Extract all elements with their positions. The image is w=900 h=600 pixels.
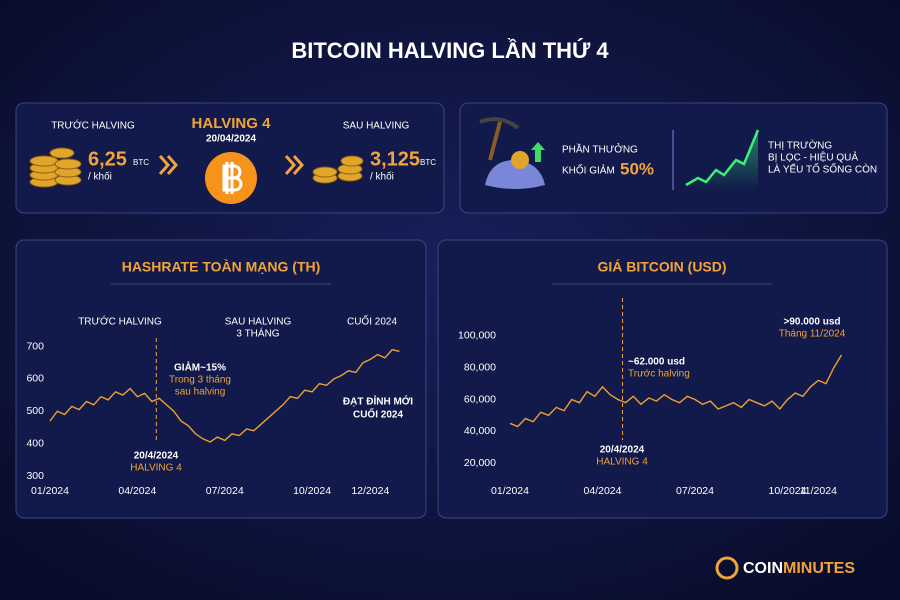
y-tick-label: 20,000 (464, 457, 496, 469)
arrow-icon (158, 155, 179, 175)
annotation: Trong 3 tháng (169, 375, 231, 386)
annotation: ~62.000 usd (628, 357, 685, 368)
annotation: ĐẠT ĐỈNH MỚI (343, 395, 413, 408)
y-tick-label: 500 (26, 405, 44, 417)
annotation: 20/4/2024 (600, 445, 645, 456)
annotation: 3 THÁNG (236, 327, 279, 340)
market-line: LÀ YẾU TỐ SỐNG CÒN (768, 162, 877, 176)
data-line (509, 354, 843, 428)
annotation: Tháng 11/2024 (779, 329, 846, 340)
y-tick-label: 400 (26, 437, 44, 449)
page-title: BITCOIN HALVING LẦN THỨ 4 (291, 38, 609, 63)
y-tick-label: 100,000 (458, 330, 496, 342)
annotation: CUỐI 2024 (347, 314, 397, 328)
y-tick-label: 60,000 (464, 393, 496, 405)
y-tick-label: 40,000 (464, 425, 496, 437)
annotation: GIẢM~15% (174, 361, 226, 374)
before-label: TRƯỚC HALVING (51, 119, 135, 132)
brand: COINMINUTES (743, 560, 855, 577)
annotation: HALVING 4 (596, 457, 648, 468)
x-tick-label: 01/2024 (491, 485, 529, 497)
x-tick-label: 10/2024 (769, 485, 807, 497)
market-icon (685, 129, 760, 190)
arrow-icon (284, 155, 305, 175)
coins-icon (312, 155, 364, 184)
annotation: 20/4/2024 (134, 451, 179, 462)
x-tick-label: 12/2024 (351, 485, 389, 497)
x-tick-label: 07/2024 (676, 485, 714, 497)
y-tick-label: 700 (26, 340, 44, 352)
after-unit: BTC (420, 158, 436, 167)
x-tick-label: 10/2024 (293, 485, 331, 497)
before-per: / khối (88, 171, 112, 183)
annotation: sau halving (175, 387, 226, 398)
hashrate-panel (15, 239, 427, 519)
brand-part: MINUTES (783, 560, 855, 577)
annotation: SAU HALVING (225, 317, 292, 328)
reward-sub: KHỐI GIẢM (562, 163, 615, 177)
chart-title: HASHRATE TOÀN MẠNG (TH) (122, 259, 321, 275)
after-value: 3,125 (370, 148, 420, 170)
before-value: 6,25 (88, 148, 127, 170)
annotation: HALVING 4 (130, 463, 182, 474)
after-label: SAU HALVING (343, 121, 410, 132)
y-tick-label: 300 (26, 470, 44, 482)
x-tick-label: 11/2024 (800, 485, 837, 497)
brand-part: COIN (743, 560, 783, 577)
y-tick-label: 600 (26, 373, 44, 385)
before-unit: BTC (133, 158, 149, 167)
coins-icon (29, 147, 82, 188)
center-title: HALVING 4 (192, 115, 272, 132)
x-tick-label: 04/2024 (118, 485, 156, 497)
center-date: 20/04/2024 (206, 134, 256, 145)
reward-label: PHẦN THƯỞNG (562, 143, 638, 156)
price-panel (437, 239, 888, 519)
annotation: CUỐI 2024 (353, 407, 403, 421)
brand-icon (715, 556, 739, 580)
market-line: BỊ LỌC - HIỆU QUẢ (768, 151, 858, 164)
chart-title: GIÁ BITCOIN (USD) (597, 259, 726, 275)
mining-icon (479, 117, 545, 189)
y-tick-label: 80,000 (464, 362, 496, 374)
annotation: TRƯỚC HALVING (78, 315, 162, 328)
reward-pct: 50% (620, 159, 654, 178)
annotation: Trước halving (628, 369, 690, 380)
x-tick-label: 01/2024 (31, 485, 69, 497)
market-line: THỊ TRƯỜNG (768, 139, 832, 152)
after-per: / khối (370, 171, 394, 183)
x-tick-label: 04/2024 (584, 485, 622, 497)
x-tick-label: 07/2024 (206, 485, 244, 497)
bitcoin-icon (205, 152, 257, 204)
data-line (49, 348, 400, 443)
annotation: >90.000 usd (784, 317, 841, 328)
